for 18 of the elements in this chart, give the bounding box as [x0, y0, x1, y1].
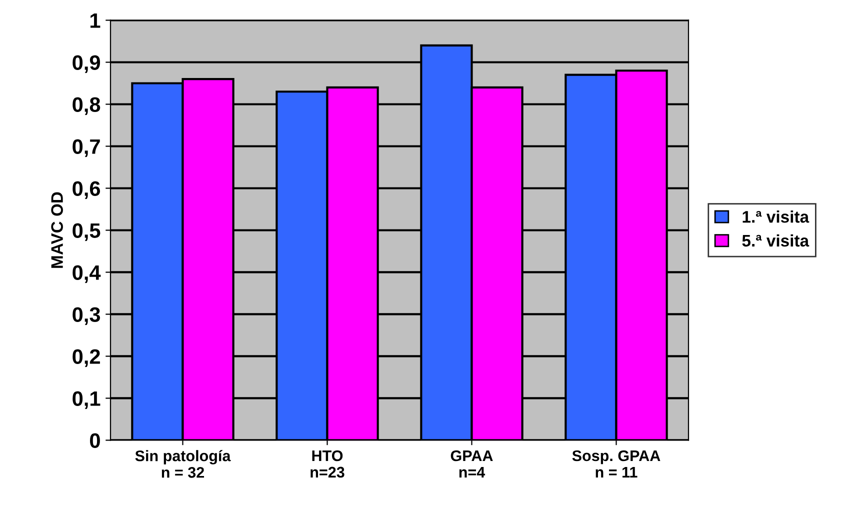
legend-label: 1.ª visita [742, 210, 810, 223]
y-tick-label: 0,5 [72, 223, 100, 242]
y-tick-label: 0,7 [72, 139, 100, 158]
x-tick-label: GPAA n=4 [450, 450, 493, 478]
y-tick-label: 0,1 [72, 391, 100, 409]
y-tick-label: 1 [90, 13, 100, 28]
legend-label: 5.ª visita [742, 234, 810, 247]
y-tick-label: 0,3 [72, 307, 100, 325]
x-tick-label: Sin patología n = 32 [135, 450, 231, 478]
y-tick-label: 0,4 [72, 265, 101, 284]
x-tick-label: Sosp. GPAA n = 11 [572, 450, 660, 478]
y-tick-label: 0 [90, 433, 100, 448]
y-tick-label: 0,8 [72, 97, 100, 116]
y-tick-label: 0,6 [72, 181, 100, 200]
y-axis-title: MAVC OD [51, 192, 63, 268]
y-tick-label: 0,2 [72, 349, 100, 367]
x-tick-label: HTO n=23 [310, 450, 344, 478]
y-tick-label: 0,9 [72, 55, 100, 74]
